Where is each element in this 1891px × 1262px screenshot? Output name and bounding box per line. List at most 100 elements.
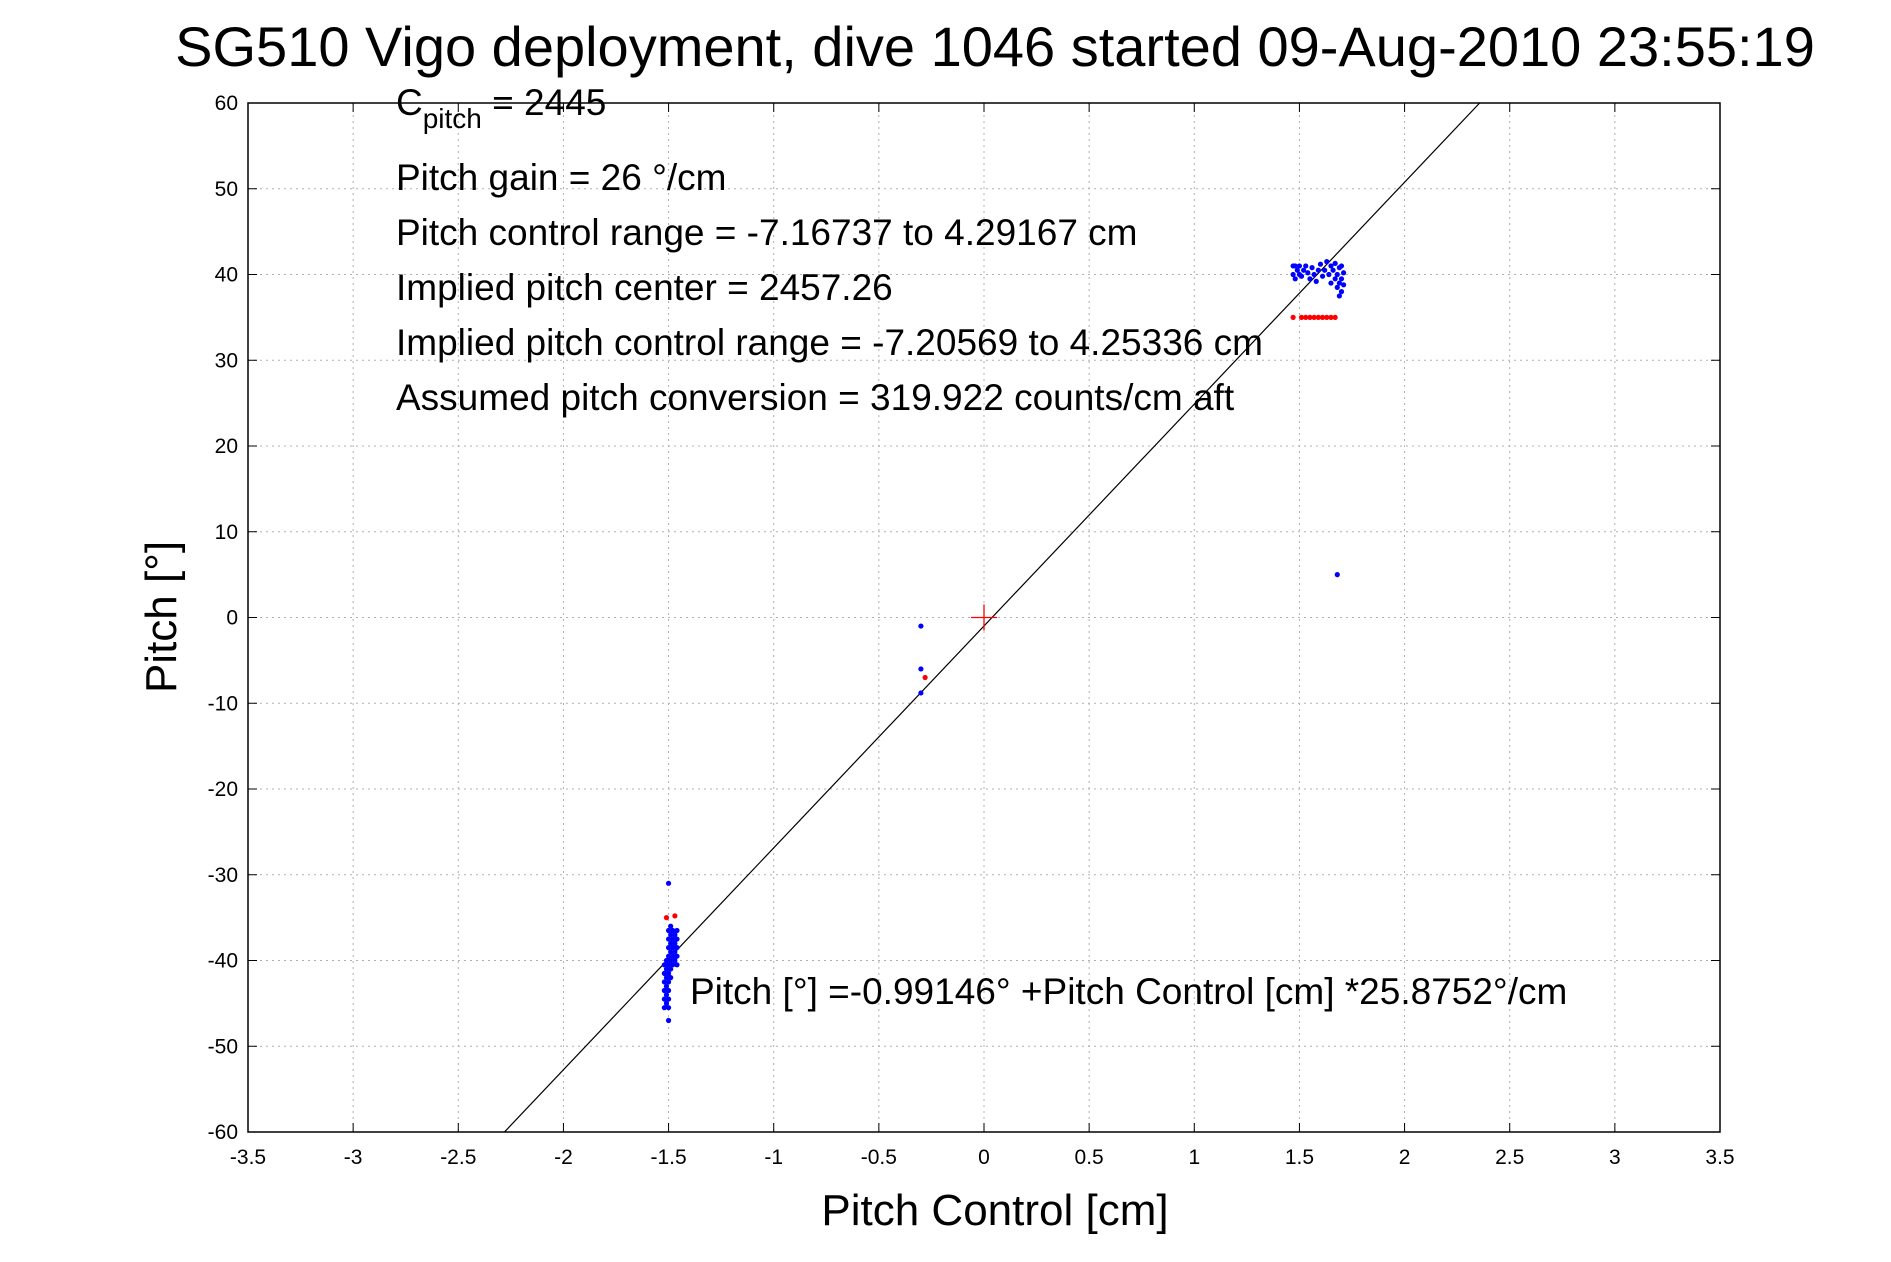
red-data-point	[1307, 314, 1313, 320]
x-tick-label: 2	[1399, 1146, 1411, 1169]
blue-data-point	[661, 987, 667, 994]
blue-data-point	[668, 949, 674, 955]
y-tick-label: 30	[215, 349, 238, 372]
blue-data-point	[665, 1005, 672, 1011]
blue-data-point	[1326, 271, 1332, 278]
x-tick-label: -2	[554, 1146, 573, 1169]
blue-data-point	[918, 666, 924, 672]
blue-data-point	[674, 927, 680, 934]
y-tick-label: -20	[208, 778, 238, 801]
y-tick-label: 50	[215, 178, 238, 201]
red-data-point	[663, 915, 670, 921]
blue-data-point	[1332, 276, 1338, 282]
blue-data-point	[665, 945, 672, 951]
y-tick-label: -60	[208, 1121, 238, 1144]
blue-data-point	[918, 623, 924, 629]
blue-data-point	[1292, 276, 1298, 282]
x-axis-label: Pitch Control [cm]	[821, 1186, 1168, 1235]
implied-pitch-control-range-annotation: Implied pitch control range = -7.20569 t…	[396, 322, 1263, 363]
y-tick-label: 40	[215, 264, 238, 287]
annotation-block: Cpitch = 2445 Pitch gain = 26 °/cm Pitch…	[396, 82, 1263, 418]
blue-data-point	[1340, 282, 1347, 288]
axis-ticks: -3.5 -3 -2.5 -2 -1.5 -1 -0.5 0 0.5 1 1.5 2 2.5 3 3.5 60…	[208, 92, 1735, 1169]
blue-data-point	[1296, 263, 1303, 269]
blue-data-point	[1340, 270, 1347, 276]
blue-data-point	[672, 957, 678, 964]
blue-data-point	[1303, 263, 1309, 269]
blue-data-point	[1298, 273, 1305, 279]
red-data-point	[1328, 314, 1334, 320]
red-data-point	[922, 674, 928, 681]
x-tick-label: 0.5	[1075, 1146, 1104, 1169]
blue-data-point	[674, 962, 680, 968]
blue-data-point	[670, 962, 676, 968]
blue-data-point	[668, 957, 674, 964]
blue-data-point	[670, 945, 676, 951]
red-data-point	[1324, 314, 1330, 320]
x-tick-label: -1.5	[650, 1146, 686, 1169]
blue-data-point	[668, 966, 674, 972]
x-tick-label: 3.5	[1705, 1146, 1734, 1169]
fit-equation-annotation: Pitch [°] =-0.99146° +Pitch Control [cm]…	[690, 971, 1567, 1012]
blue-data-point	[1305, 270, 1311, 276]
blue-data-point	[1292, 263, 1298, 269]
blue-data-point	[1328, 263, 1334, 269]
blue-data-point	[663, 1000, 670, 1006]
blue-data-point	[665, 880, 672, 886]
blue-data-point	[1315, 267, 1321, 273]
red-data-point	[1303, 314, 1309, 320]
blue-data-point	[663, 983, 670, 989]
y-tick-label: -50	[208, 1035, 238, 1058]
x-tick-label: -3	[344, 1146, 363, 1169]
data-points	[661, 259, 1347, 1024]
blue-data-point	[1290, 271, 1296, 278]
blue-data-point	[1334, 284, 1340, 290]
blue-data-point	[665, 953, 672, 959]
blue-data-point	[665, 979, 672, 985]
blue-data-point	[1334, 572, 1340, 578]
red-data-point	[1298, 314, 1305, 320]
y-tick-label: 10	[215, 521, 238, 544]
blue-data-point	[665, 970, 672, 976]
red-data-point	[1311, 314, 1317, 320]
blue-data-point	[661, 970, 667, 976]
red-data-point	[672, 913, 678, 919]
blue-data-point	[670, 953, 676, 959]
blue-data-point	[668, 923, 674, 929]
blue-data-point	[661, 962, 667, 968]
blue-data-point	[663, 957, 670, 964]
y-tick-label: 60	[215, 92, 238, 115]
blue-data-point	[672, 949, 678, 955]
blue-data-point	[1338, 263, 1345, 269]
blue-data-point	[1330, 267, 1336, 273]
red-data-point	[1290, 314, 1296, 320]
x-tick-label: 0	[978, 1146, 990, 1169]
blue-data-point	[668, 975, 674, 981]
blue-data-point	[1317, 261, 1324, 267]
implied-pitch-center-annotation: Implied pitch center = 2457.26	[396, 267, 893, 308]
x-tick-label: -1	[764, 1146, 783, 1169]
blue-data-point	[661, 979, 667, 985]
blue-data-point	[1334, 271, 1340, 278]
blue-data-point	[670, 936, 676, 942]
blue-data-point	[674, 936, 680, 942]
y-tick-label: -10	[208, 692, 238, 715]
c-pitch-symbol: C	[396, 82, 423, 123]
blue-data-point	[1324, 259, 1330, 265]
blue-data-point	[1309, 265, 1315, 271]
chart-title: SG510 Vigo deployment, dive 1046 started…	[175, 15, 1815, 78]
blue-data-point	[1322, 267, 1328, 273]
x-tick-label: -3.5	[230, 1146, 266, 1169]
blue-data-point	[663, 992, 670, 998]
blue-data-point	[663, 966, 670, 972]
blue-data-point	[663, 975, 670, 981]
c-pitch-annotation: Cpitch = 2445	[396, 82, 606, 134]
blue-data-point	[1294, 267, 1300, 273]
x-tick-label: -0.5	[861, 1146, 897, 1169]
blue-data-point	[668, 940, 674, 946]
blue-data-point	[668, 932, 674, 938]
blue-data-point	[661, 1005, 667, 1011]
blue-data-point	[665, 962, 672, 968]
